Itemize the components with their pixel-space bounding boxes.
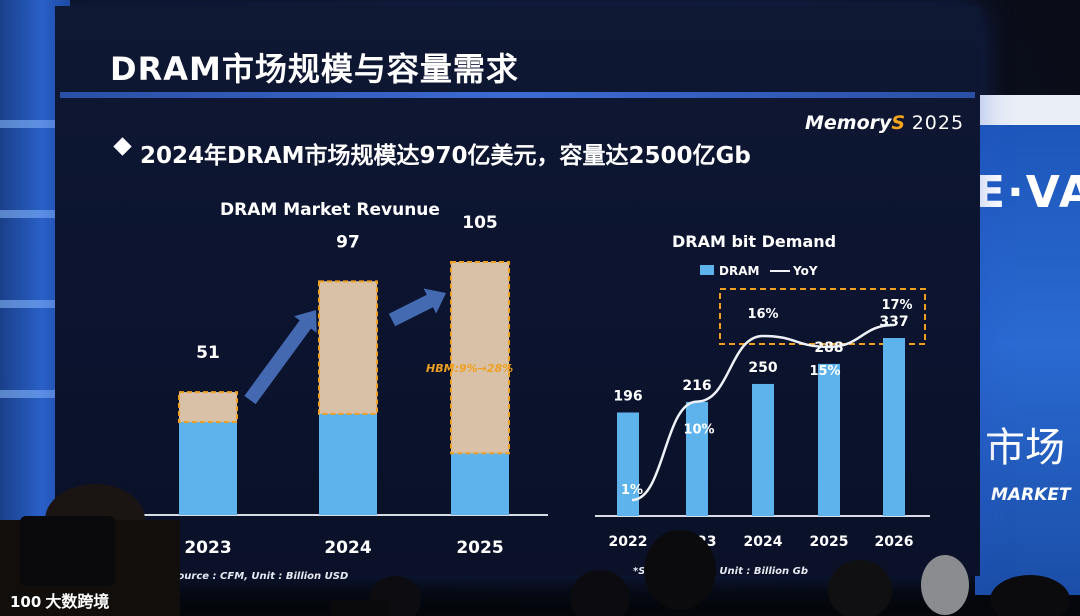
- bullet-text: 2024年DRAM市场规模达970亿美元，容量达2500亿Gb: [140, 143, 751, 169]
- led-stripe: [0, 390, 70, 398]
- demand-value-label: 337: [879, 314, 908, 330]
- demand-value-label: 216: [682, 378, 711, 394]
- demand-bar-2025: [818, 363, 840, 516]
- revenue-bar-hbm-2024: [318, 280, 378, 415]
- revenue-chart-source: *Source : CFM, Unit : Billion USD: [165, 571, 349, 582]
- demand-bar-2026: [883, 338, 905, 516]
- yoy-line: [631, 323, 895, 502]
- yoy-value-label: 1%: [621, 483, 643, 498]
- demand-bar-2024: [752, 383, 774, 516]
- slide-title: DRAM市场规模与容量需求: [110, 50, 519, 88]
- revenue-bar-hbm-2025: [450, 261, 510, 455]
- led-stripe: [0, 300, 70, 308]
- revenue-bar-hbm-2023: [178, 391, 238, 423]
- bit-demand-chart-source: *Source : CFM, Unit : Billion Gb: [633, 566, 809, 577]
- brand-main: Memory: [805, 112, 892, 134]
- demand-x-tick-label: 2025: [810, 534, 849, 550]
- watermark: 100 大数跨境: [10, 588, 109, 612]
- led-stripe: [0, 120, 70, 128]
- revenue-value-label: 105: [462, 213, 498, 233]
- led-stripe: [0, 210, 70, 218]
- revenue-chart-title: DRAM Market Revunue: [220, 200, 440, 220]
- side-screen-en-text: MARKET: [991, 485, 1071, 505]
- growth-arrow-icon: [388, 288, 446, 327]
- yoy-value-label: 15%: [809, 364, 840, 379]
- growth-arrow-icon: [244, 310, 317, 405]
- revenue-x-tick-label: 2024: [324, 538, 371, 558]
- demand-x-tick-label: 2024: [744, 534, 783, 550]
- demand-bar-2023: [686, 401, 708, 516]
- legend-yoy-label: YoY: [792, 264, 818, 278]
- side-screen-top-text: E·VA: [975, 167, 1080, 218]
- title-divider: [60, 92, 975, 98]
- legend-dram-swatch: [700, 265, 714, 275]
- watermark-text: 大数跨境: [45, 592, 110, 611]
- revenue-x-tick-label: 2025: [456, 538, 503, 558]
- yoy-highlight-box: [719, 288, 926, 345]
- demand-x-tick-label: 2022: [609, 534, 648, 550]
- yoy-value-label: 16%: [747, 307, 778, 322]
- side-screen-cn-text: 市场: [985, 425, 1065, 471]
- hbm-share-annotation: HBM:9%→28%: [426, 362, 513, 375]
- brand-accent: S: [891, 112, 906, 134]
- legend-dram-label: DRAM: [719, 264, 759, 278]
- bit-demand-chart-title: DRAM bit Demand: [672, 232, 837, 251]
- screen-white-band: [975, 95, 1080, 125]
- demand-value-label: 196: [613, 388, 642, 404]
- demand-x-tick-label: 2023: [678, 534, 717, 550]
- memorys-logo: MemoryS 2025: [805, 112, 964, 134]
- demand-bar-2022: [617, 412, 639, 516]
- yoy-value-label: 17%: [881, 298, 912, 313]
- yoy-value-label: 10%: [683, 423, 714, 438]
- revenue-x-tick-label: 2023: [184, 538, 231, 558]
- revenue-value-label: 97: [336, 232, 360, 252]
- demand-x-tick-label: 2026: [875, 534, 914, 550]
- brand-year: 2025: [911, 112, 965, 134]
- demand-value-label: 250: [748, 360, 777, 376]
- right-led-screen: E·VA 市场 MARKET: [975, 95, 1080, 595]
- revenue-value-label: 51: [196, 343, 220, 363]
- watermark-logo-icon: 100: [10, 593, 42, 611]
